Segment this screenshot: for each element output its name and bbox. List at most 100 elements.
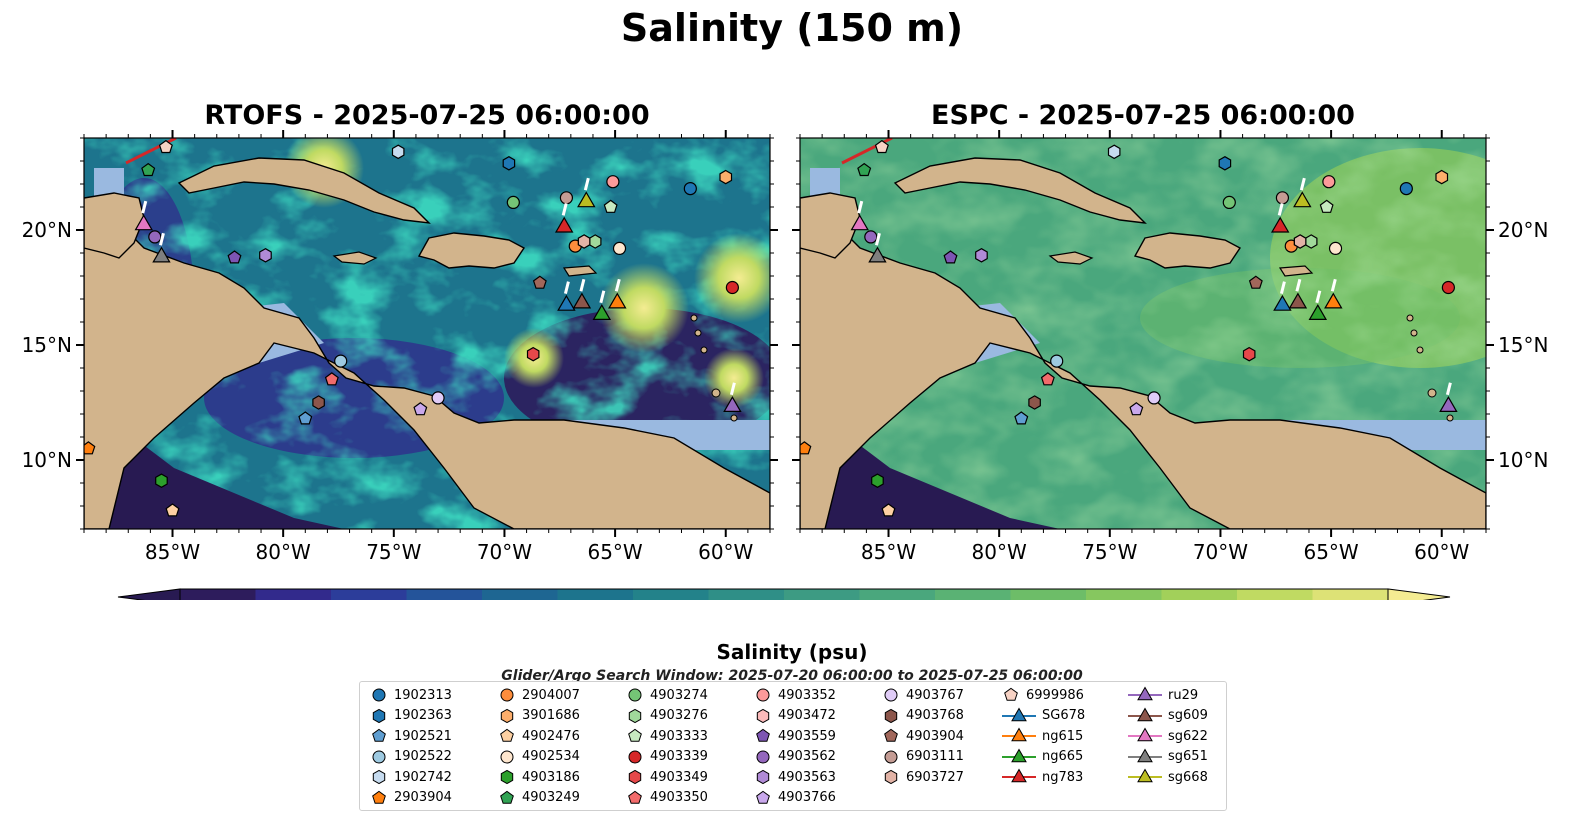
search-window-note: Glider/Argo Search Window: 2025-07-20 06… <box>501 668 1083 684</box>
legend-marker <box>756 688 770 702</box>
legend-label: 4903559 <box>778 728 836 744</box>
legend-marker <box>756 790 770 804</box>
float-4903349 <box>526 346 540 362</box>
legend-label: 4903767 <box>906 687 964 703</box>
map-panel-rtofs: 85°W 80°W 75°W 70°W 65°W 60°W 10°N 15°N 20°N <box>22 130 778 564</box>
legend-item: 2904007 <box>498 685 580 705</box>
legend-item: 1902742 <box>370 767 452 787</box>
legend-marker-triangle <box>1128 686 1162 701</box>
float-4902476 <box>881 503 896 517</box>
float-1902313 <box>1399 182 1413 196</box>
legend-marker <box>1137 727 1153 742</box>
float-4903768 <box>1028 395 1041 410</box>
legend-item: 4903904 <box>882 726 964 746</box>
legend-label: ng615 <box>1042 728 1084 744</box>
colorbar-segment <box>633 589 709 600</box>
legend-label: 1902363 <box>394 708 452 723</box>
float-4902534 <box>612 241 627 255</box>
y-tick-label: 10°N <box>22 448 72 472</box>
glider-sg668 <box>1293 191 1312 208</box>
panel-title-rtofs: RTOFS - 2025-07-25 06:00:00 <box>204 100 650 131</box>
colorbar-segment <box>1161 589 1238 600</box>
colorbar-segment <box>784 589 860 600</box>
legend-item: ng665 <box>1002 747 1083 767</box>
float-2903904 <box>800 441 812 455</box>
legend-marker <box>1137 747 1153 762</box>
legend-item: 4903249 <box>498 788 580 808</box>
legend-marker-hexagon <box>884 769 898 785</box>
legend-marker <box>1137 706 1153 721</box>
legend-marker-pentagon <box>500 728 514 742</box>
colorbar-extend-high <box>1387 588 1451 600</box>
legend-label: 6903727 <box>906 769 964 785</box>
legend-marker-circle <box>628 750 642 763</box>
legend-label: ng665 <box>1042 749 1084 764</box>
float-6903111 <box>559 191 574 205</box>
float-4903766 <box>413 402 428 416</box>
float-4903904 <box>532 275 547 289</box>
legend-item: ng783 <box>1002 767 1083 787</box>
legend-marker-hexagon <box>500 769 514 785</box>
float-4903352 <box>606 175 620 189</box>
legend-item: 1902521 <box>370 726 452 746</box>
legend-label: 4903562 <box>778 749 836 764</box>
legend-label: SG678 <box>1042 708 1086 723</box>
float-4903559 <box>227 250 242 264</box>
legend-item: sg609 <box>1128 706 1208 726</box>
glider-SG678 <box>1273 294 1292 311</box>
legend-item: ng615 <box>1002 726 1083 746</box>
legend-label: 4903350 <box>650 790 708 805</box>
legend-marker <box>500 790 514 804</box>
glider-ng665 <box>592 304 612 320</box>
legend-marker-circle <box>500 750 514 763</box>
legend-label: ru29 <box>1168 687 1199 703</box>
float-6903111 <box>1275 191 1290 205</box>
legend-marker-pentagon <box>756 790 770 804</box>
glider-SG678 <box>557 294 576 311</box>
legend-label: 4903276 <box>650 708 708 723</box>
figure-title: Salinity (150 m) <box>620 6 964 50</box>
float-4903350 <box>1040 372 1055 386</box>
legend-marker-circle <box>884 688 898 702</box>
legend-marker-triangle <box>1002 747 1036 762</box>
legend-marker <box>372 728 386 742</box>
float-1902363 <box>1218 156 1232 171</box>
legend-item: 4903350 <box>626 788 708 808</box>
legend-item: 1902522 <box>370 747 452 767</box>
float-4903352 <box>1322 175 1336 189</box>
float-6903727 <box>1293 234 1307 249</box>
legend-label: 4903766 <box>778 790 836 805</box>
legend-marker-circle <box>500 688 514 702</box>
legend-marker-pentagon <box>756 728 770 742</box>
legend-marker-hexagon <box>500 708 514 723</box>
legend-label: 1902521 <box>394 728 452 744</box>
legend-marker-hexagon <box>628 769 642 785</box>
glider-ng615 <box>608 292 627 309</box>
float-4903274 <box>506 195 520 209</box>
legend-marker <box>372 790 386 804</box>
y-tick-label: 10°N <box>1498 448 1548 472</box>
legend-item: 6903727 <box>882 767 964 787</box>
float-1902742 <box>391 144 405 160</box>
legend-marker <box>628 688 642 702</box>
legend-marker-circle <box>372 750 386 763</box>
float-6999986 <box>874 139 889 154</box>
glider-ng783 <box>1270 216 1290 233</box>
legend-marker-circle <box>628 688 642 702</box>
float-4902534 <box>1328 241 1343 255</box>
legend-label: 4902476 <box>522 728 580 744</box>
x-tick-label: 80°W <box>256 540 311 564</box>
legend-item: 4903352 <box>754 685 836 705</box>
colorbar-segment <box>180 589 256 600</box>
legend-label: sg651 <box>1168 749 1208 764</box>
colorbar-extend-low <box>117 588 181 600</box>
glider-sg668 <box>577 191 596 208</box>
legend-marker <box>756 728 770 742</box>
float-4902476 <box>165 503 180 517</box>
legend-marker-triangle <box>1002 727 1036 742</box>
colorbar-segment <box>1010 589 1087 600</box>
legend-item: 4903563 <box>754 767 836 787</box>
legend-label: 4902534 <box>522 749 580 764</box>
float-6903727 <box>577 234 591 249</box>
float-6999986 <box>158 139 173 154</box>
